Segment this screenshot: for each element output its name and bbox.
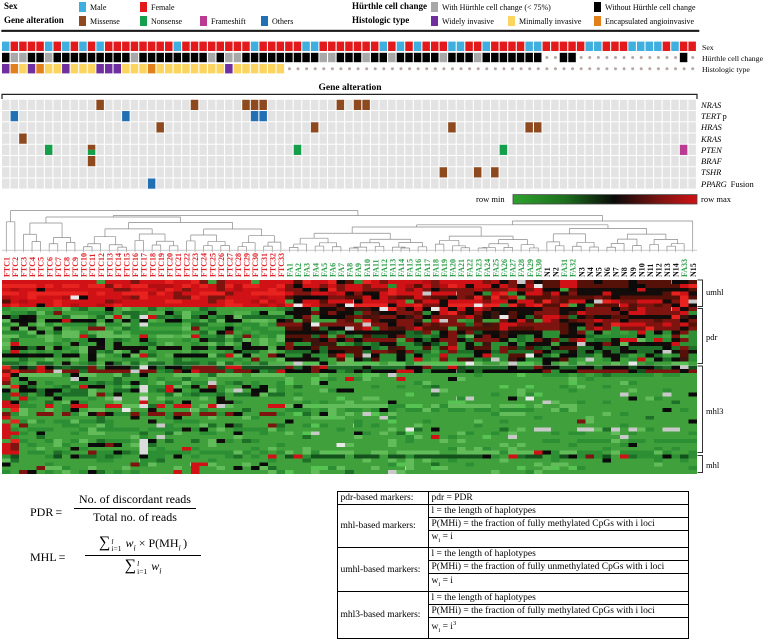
svg-text:FTC1: FTC1 [2, 257, 11, 277]
svg-text:FTC23: FTC23 [191, 253, 200, 277]
svg-text:FTC27: FTC27 [225, 253, 234, 277]
svg-text:FTC26: FTC26 [217, 253, 226, 277]
svg-text:FA17: FA17 [423, 259, 432, 277]
svg-text:FA15: FA15 [406, 259, 415, 277]
svg-text:FA20: FA20 [449, 259, 458, 277]
svg-text:FA11: FA11 [371, 259, 380, 277]
svg-text:FA24: FA24 [483, 259, 492, 277]
svg-text:FTC14: FTC14 [114, 253, 123, 277]
svg-text:N1: N1 [543, 267, 552, 277]
svg-text:N2: N2 [552, 267, 561, 277]
svg-text:FTC6: FTC6 [45, 257, 54, 277]
svg-text:FTC2: FTC2 [11, 257, 20, 277]
svg-text:FTC33: FTC33 [277, 253, 286, 277]
svg-text:FA30: FA30 [534, 259, 543, 277]
svg-text:N6: N6 [603, 267, 612, 277]
svg-text:FTC25: FTC25 [208, 253, 217, 277]
svg-text:FTC5: FTC5 [37, 257, 46, 277]
svg-text:N7: N7 [612, 267, 621, 277]
svg-text:FTC12: FTC12 [97, 253, 106, 277]
svg-text:FTC8: FTC8 [62, 257, 71, 277]
svg-text:FA16: FA16 [414, 259, 423, 277]
svg-text:FA18: FA18 [431, 259, 440, 277]
svg-text:FA3: FA3 [303, 263, 312, 277]
svg-text:FA19: FA19 [440, 259, 449, 277]
svg-text:FTC19: FTC19 [157, 253, 166, 277]
svg-text:FTC30: FTC30 [251, 253, 260, 277]
svg-text:N9: N9 [629, 267, 638, 277]
svg-text:N15: N15 [689, 263, 698, 277]
svg-text:FA14: FA14 [397, 259, 406, 277]
svg-text:N8: N8 [620, 267, 629, 277]
svg-text:FA5: FA5 [320, 263, 329, 277]
svg-text:N12: N12 [654, 263, 663, 277]
svg-text:FA8: FA8 [346, 263, 355, 277]
svg-text:N11: N11 [646, 264, 655, 277]
svg-text:N14: N14 [672, 263, 681, 277]
svg-text:FA25: FA25 [491, 259, 500, 277]
svg-text:FTC15: FTC15 [123, 253, 132, 277]
svg-text:FA31: FA31 [560, 259, 569, 277]
svg-text:FA13: FA13 [389, 259, 398, 277]
svg-text:FTC16: FTC16 [131, 253, 140, 277]
svg-text:N3: N3 [577, 267, 586, 277]
svg-text:FTC4: FTC4 [28, 257, 37, 277]
svg-text:FTC3: FTC3 [20, 257, 29, 277]
svg-text:FTC18: FTC18 [148, 253, 157, 277]
svg-text:N10: N10 [637, 263, 646, 277]
svg-text:FA23: FA23 [474, 259, 483, 277]
svg-text:FA22: FA22 [466, 259, 475, 277]
svg-text:FTC22: FTC22 [183, 253, 192, 277]
svg-text:FTC20: FTC20 [165, 253, 174, 277]
svg-text:FA7: FA7 [337, 263, 346, 277]
svg-text:FA2: FA2 [294, 263, 303, 277]
svg-text:FTC31: FTC31 [260, 253, 269, 277]
svg-text:FTC17: FTC17 [140, 253, 149, 277]
svg-text:FTC10: FTC10 [80, 253, 89, 277]
svg-text:N13: N13 [663, 263, 672, 277]
svg-text:N4: N4 [586, 267, 595, 277]
svg-text:FA32: FA32 [569, 259, 578, 277]
svg-text:FTC32: FTC32 [268, 253, 277, 277]
svg-text:FA21: FA21 [457, 259, 466, 277]
svg-text:FTC9: FTC9 [71, 257, 80, 277]
svg-text:FTC24: FTC24 [200, 253, 209, 277]
svg-text:FA26: FA26 [500, 259, 509, 277]
svg-text:FTC11: FTC11 [88, 253, 97, 277]
svg-text:FTC7: FTC7 [54, 257, 63, 277]
svg-text:FTC21: FTC21 [174, 253, 183, 277]
svg-text:FTC29: FTC29 [243, 253, 252, 277]
svg-text:FA1: FA1 [286, 263, 295, 277]
svg-text:FA6: FA6 [328, 263, 337, 277]
svg-text:FA9: FA9 [354, 263, 363, 277]
svg-text:FA29: FA29 [526, 259, 535, 277]
svg-text:FA28: FA28 [517, 259, 526, 277]
svg-text:FTC28: FTC28 [234, 253, 243, 277]
svg-text:N5: N5 [594, 267, 603, 277]
svg-text:FA4: FA4 [311, 263, 320, 277]
svg-text:FA12: FA12 [380, 259, 389, 277]
svg-text:FTC13: FTC13 [105, 253, 114, 277]
svg-text:FA27: FA27 [509, 259, 518, 277]
svg-text:FA10: FA10 [363, 259, 372, 277]
svg-text:FA33: FA33 [680, 259, 689, 277]
